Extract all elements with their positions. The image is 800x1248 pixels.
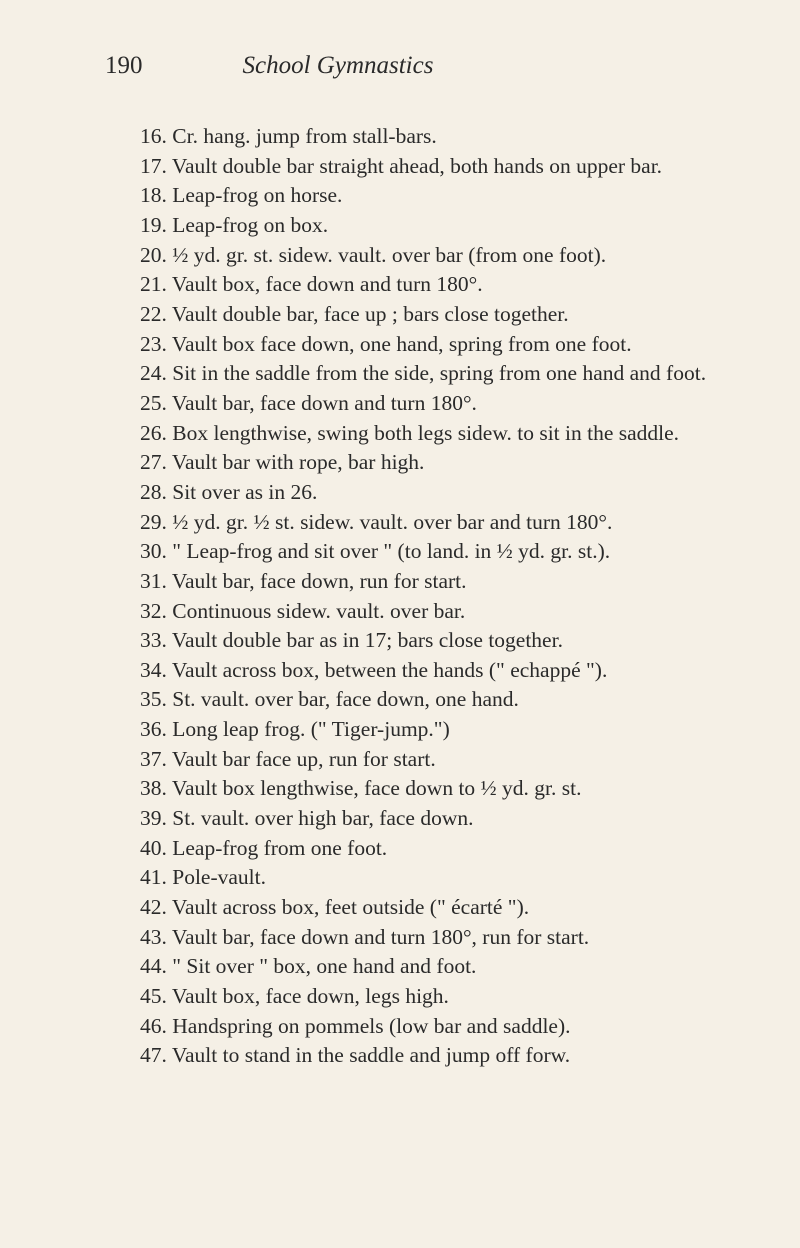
list-item: 37. Vault bar face up, run for start. — [105, 745, 730, 775]
page-title: School Gymnastics — [243, 52, 434, 80]
list-item: 20. ½ yd. gr. st. sidew. vault. over bar… — [105, 241, 730, 271]
list-item: 35. St. vault. over bar, face down, one … — [105, 685, 730, 715]
list-item: 41. Pole-vault. — [105, 863, 730, 893]
list-item: 32. Continuous sidew. vault. over bar. — [105, 597, 730, 627]
list-item: 39. St. vault. over high bar, face down. — [105, 804, 730, 834]
list-item: 46. Handspring on pommels (low bar and s… — [105, 1012, 730, 1042]
list-item: 16. Cr. hang. jump from stall-bars. — [105, 122, 730, 152]
list-item: 43. Vault bar, face down and turn 180°, … — [105, 923, 730, 953]
list-item: 34. Vault across box, between the hands … — [105, 656, 730, 686]
list-item: 18. Leap-frog on horse. — [105, 181, 730, 211]
list-item: 36. Long leap frog. (" Tiger-jump.") — [105, 715, 730, 745]
list-item: 40. Leap-frog from one foot. — [105, 834, 730, 864]
list-item: 25. Vault bar, face down and turn 180°. — [105, 389, 730, 419]
list-item: 45. Vault box, face down, legs high. — [105, 982, 730, 1012]
list-item: 19. Leap-frog on box. — [105, 211, 730, 241]
list-item: 33. Vault double bar as in 17; bars clos… — [105, 626, 730, 656]
list-item: 27. Vault bar with rope, bar high. — [105, 448, 730, 478]
list-item: 42. Vault across box, feet outside (" éc… — [105, 893, 730, 923]
list-item: 30. " Leap-frog and sit over " (to land.… — [105, 537, 730, 567]
page-number: 190 — [105, 52, 143, 80]
list-item: 22. Vault double bar, face up ; bars clo… — [105, 300, 730, 330]
list-item: 44. " Sit over " box, one hand and foot. — [105, 952, 730, 982]
list-item: 21. Vault box, face down and turn 180°. — [105, 270, 730, 300]
list-item: 26. Box lengthwise, swing both legs side… — [105, 419, 730, 449]
page-header: 190 School Gymnastics — [105, 52, 730, 80]
list-item: 24. Sit in the saddle from the side, spr… — [105, 359, 730, 389]
list-item: 23. Vault box face down, one hand, sprin… — [105, 330, 730, 360]
list-item: 28. Sit over as in 26. — [105, 478, 730, 508]
list-item: 29. ½ yd. gr. ½ st. sidew. vault. over b… — [105, 508, 730, 538]
list-item: 17. Vault double bar straight ahead, bot… — [105, 152, 730, 182]
list-item: 47. Vault to stand in the saddle and jum… — [105, 1041, 730, 1071]
list-item: 38. Vault box lengthwise, face down to ½… — [105, 774, 730, 804]
list-item: 31. Vault bar, face down, run for start. — [105, 567, 730, 597]
content-body: 16. Cr. hang. jump from stall-bars. 17. … — [105, 122, 730, 1071]
